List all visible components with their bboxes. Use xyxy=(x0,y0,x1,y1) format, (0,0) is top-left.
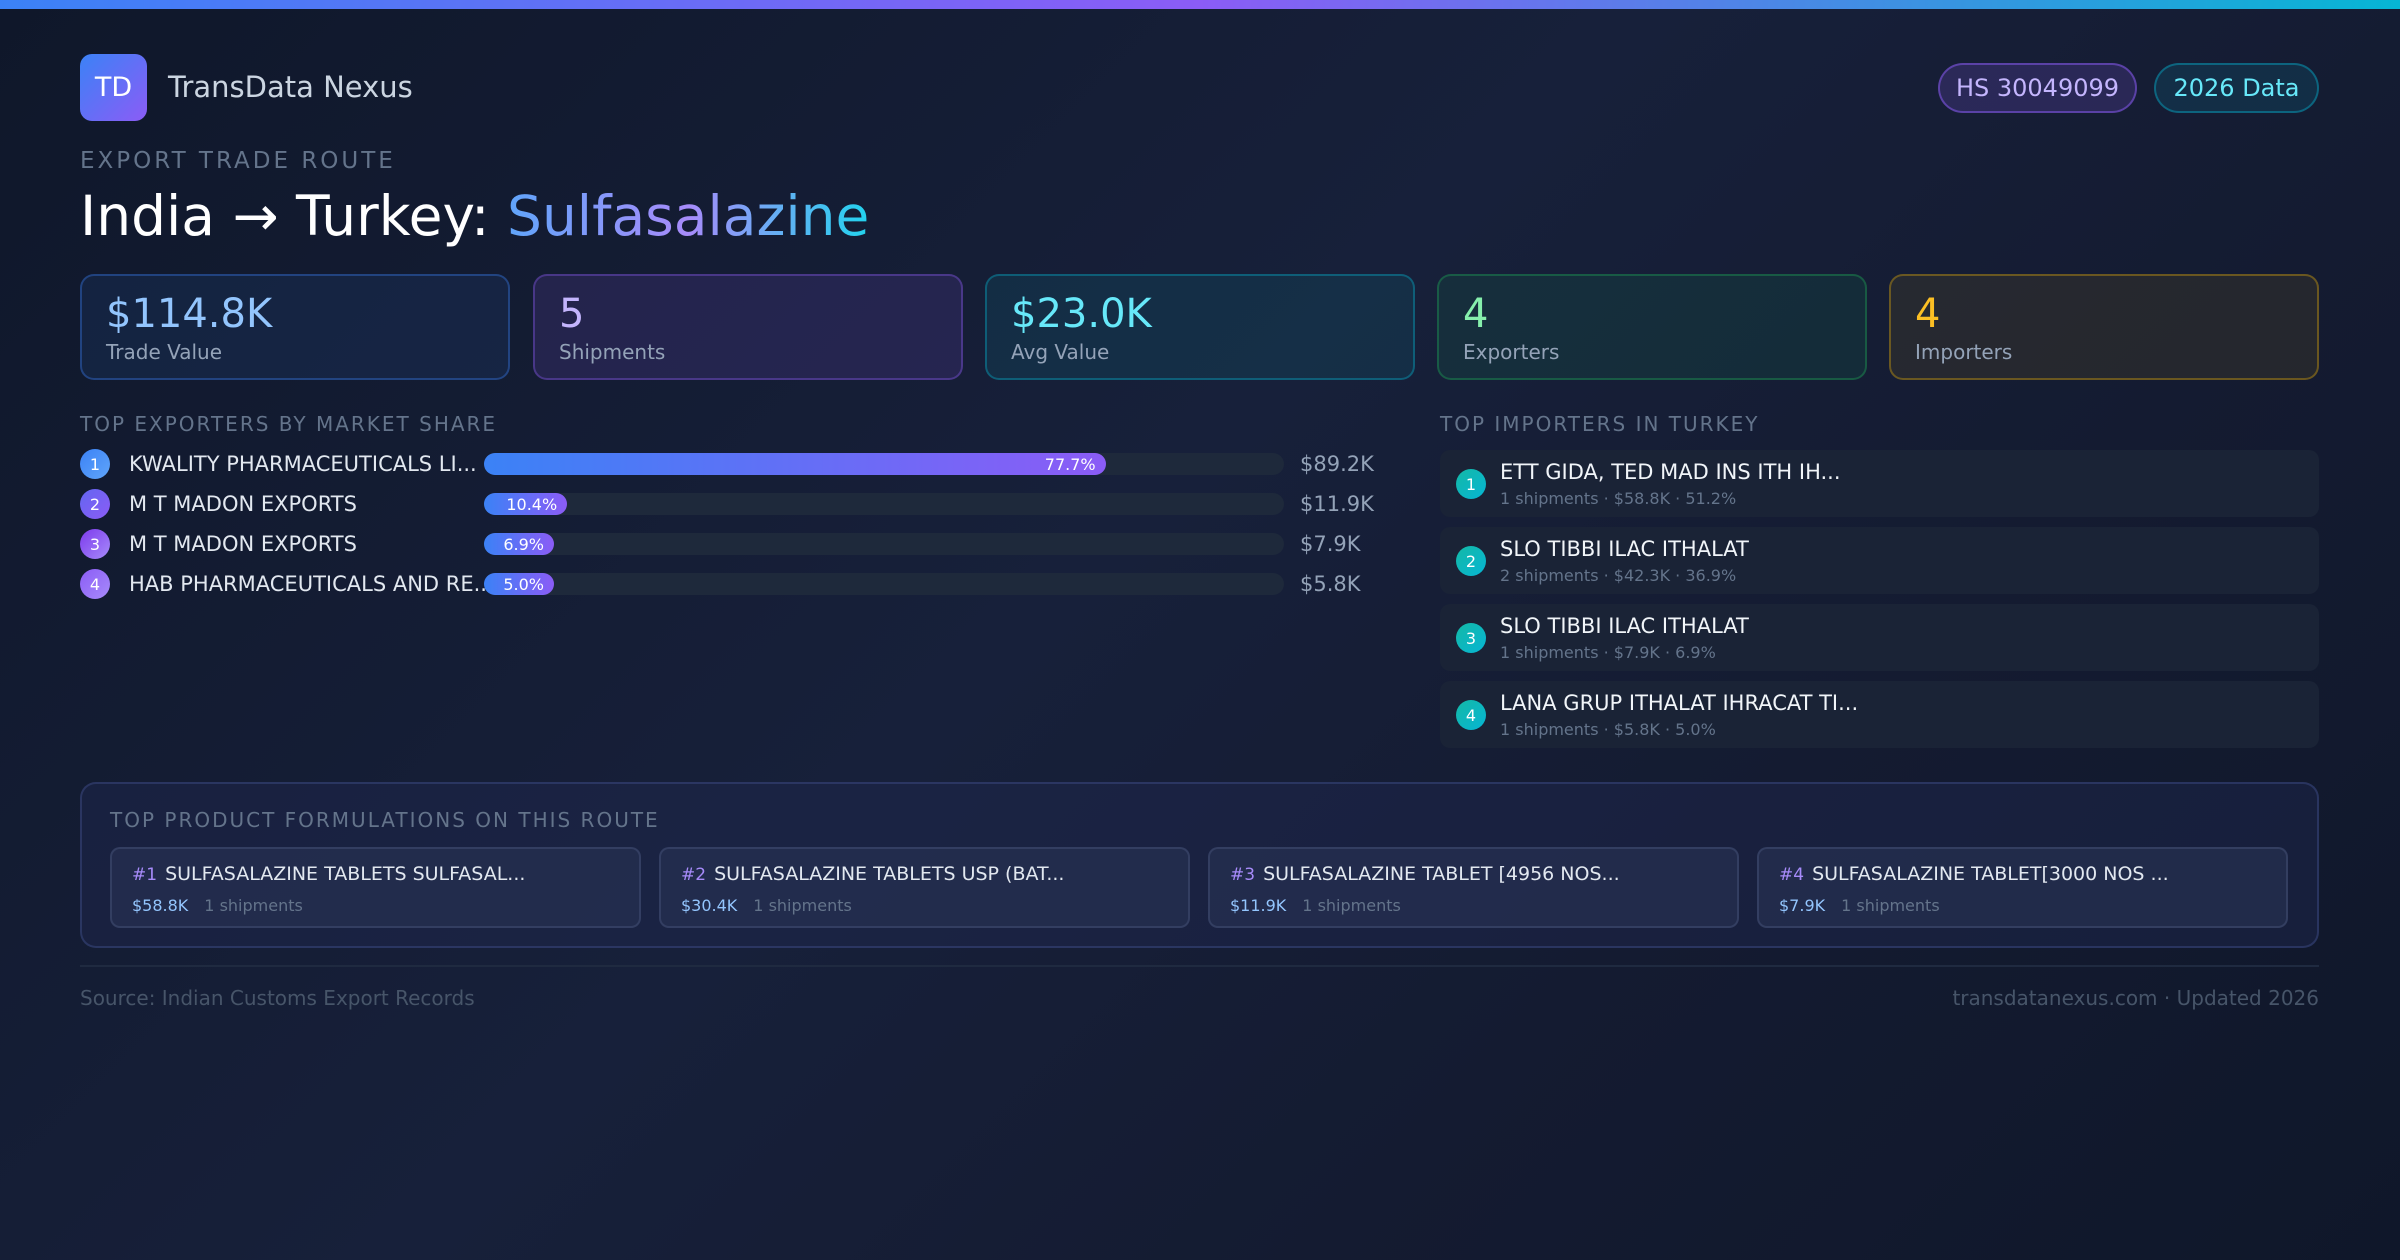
formulation-shipments: 1 shipments xyxy=(204,896,303,915)
stat-label: Importers xyxy=(1915,340,2013,364)
stat-value: 4 xyxy=(1463,291,1489,337)
formulation-rank: #3 xyxy=(1230,865,1256,885)
rank-badge: 1 xyxy=(1456,469,1486,499)
importer-name: SLO TIBBI ILAC ITHALAT xyxy=(1500,537,1749,561)
formulation-rank: #4 xyxy=(1779,865,1805,885)
share-bar-track: 6.9% xyxy=(484,533,1284,555)
data-year-badge: 2026 Data xyxy=(2154,63,2319,113)
stat-card-trade-value: $114.8K Trade Value xyxy=(80,274,510,380)
formulation-name: SULFASALAZINE TABLET [4956 NOS... xyxy=(1263,863,1620,885)
formulation-value: $7.9K xyxy=(1779,896,1826,915)
rank-badge: 3 xyxy=(1456,623,1486,653)
exporter-row[interactable]: 4 HAB PHARMACEUTICALS AND RE... 5.0% $5.… xyxy=(80,569,1370,599)
exporters-section-label: TOP EXPORTERS BY MARKET SHARE xyxy=(80,412,498,436)
rank-badge: 2 xyxy=(80,489,110,519)
logo: TD xyxy=(80,54,147,121)
exporter-value: $7.9K xyxy=(1300,532,1361,556)
title-route: India → Turkey: xyxy=(80,184,508,248)
importer-detail: 1 shipments · $5.8K · 5.0% xyxy=(1500,720,1716,739)
formulation-shipments: 1 shipments xyxy=(1302,896,1401,915)
share-bar-fill: 10.4% xyxy=(484,493,568,515)
formulation-value: $11.9K xyxy=(1230,896,1287,915)
importer-card[interactable]: 4 LANA GRUP ITHALAT IHRACAT TI... 1 ship… xyxy=(1440,681,2319,748)
accent-bar xyxy=(0,0,2400,9)
exporter-value: $5.8K xyxy=(1300,572,1361,596)
exporter-name: KWALITY PHARMACEUTICALS LI... xyxy=(129,452,477,476)
formulation-value: $58.8K xyxy=(132,896,189,915)
formulation-name: SULFASALAZINE TABLET[3000 NOS ... xyxy=(1812,863,2169,885)
brand-name: TransData Nexus xyxy=(168,70,413,104)
share-bar-fill: 5.0% xyxy=(484,573,554,595)
share-bar-fill: 6.9% xyxy=(484,533,554,555)
stat-card-exporters: 4 Exporters xyxy=(1437,274,1867,380)
rank-badge: 4 xyxy=(1456,700,1486,730)
stat-card-shipments: 5 Shipments xyxy=(533,274,963,380)
footer-source: Source: Indian Customs Export Records xyxy=(80,986,475,1010)
formulation-card[interactable]: #2 SULFASALAZINE TABLETS USP (BAT... $30.… xyxy=(659,847,1190,928)
importer-detail: 2 shipments · $42.3K · 36.9% xyxy=(1500,566,1737,585)
stat-label: Avg Value xyxy=(1011,340,1110,364)
footer-divider xyxy=(80,965,2319,967)
route-eyebrow: EXPORT TRADE ROUTE xyxy=(80,148,396,174)
exporter-row[interactable]: 1 KWALITY PHARMACEUTICALS LI... 77.7% $8… xyxy=(80,449,1374,479)
importer-detail: 1 shipments · $7.9K · 6.9% xyxy=(1500,643,1716,662)
stat-value: 5 xyxy=(559,291,585,337)
importer-card[interactable]: 2 SLO TIBBI ILAC ITHALAT 2 shipments · $… xyxy=(1440,527,2319,594)
formulation-shipments: 1 shipments xyxy=(753,896,852,915)
importer-detail: 1 shipments · $58.8K · 51.2% xyxy=(1500,489,1737,508)
exporter-row[interactable]: 2 M T MADON EXPORTS 10.4% $11.9K xyxy=(80,489,1374,519)
rank-badge: 4 xyxy=(80,569,110,599)
importer-name: LANA GRUP ITHALAT IHRACAT TI... xyxy=(1500,691,1859,715)
formulation-card[interactable]: #1 SULFASALAZINE TABLETS SULFASAL... $58.… xyxy=(110,847,641,928)
stat-label: Trade Value xyxy=(106,340,223,364)
formulation-name: SULFASALAZINE TABLETS SULFASAL... xyxy=(165,863,526,885)
exporter-value: $89.2K xyxy=(1300,452,1374,476)
formulation-name: SULFASALAZINE TABLETS USP (BAT... xyxy=(714,863,1065,885)
rank-badge: 2 xyxy=(1456,546,1486,576)
formulation-value: $30.4K xyxy=(681,896,738,915)
formulation-rank: #1 xyxy=(132,865,158,885)
formulation-card[interactable]: #4 SULFASALAZINE TABLET[3000 NOS ... $7.9… xyxy=(1757,847,2288,928)
title-product: Sulfasalazine xyxy=(507,184,870,248)
exporter-row[interactable]: 3 M T MADON EXPORTS 6.9% $7.9K xyxy=(80,529,1370,559)
importer-card[interactable]: 3 SLO TIBBI ILAC ITHALAT 1 shipments · $… xyxy=(1440,604,2319,671)
page-title: India → Turkey: Sulfasalazine xyxy=(80,184,869,248)
share-bar-track: 5.0% xyxy=(484,573,1284,595)
exporter-name: HAB PHARMACEUTICALS AND RE... xyxy=(129,572,494,596)
share-bar-track: 10.4% xyxy=(484,493,1284,515)
hs-code-badge: HS 30049099 xyxy=(1938,63,2137,113)
importer-name: ETT GIDA, TED MAD INS ITH IH... xyxy=(1500,460,1841,484)
rank-badge: 3 xyxy=(80,529,110,559)
stat-card-avg-value: $23.0K Avg Value xyxy=(985,274,1415,380)
stat-card-importers: 4 Importers xyxy=(1889,274,2319,380)
exporter-value: $11.9K xyxy=(1300,492,1374,516)
formulation-rank: #2 xyxy=(681,865,707,885)
exporter-name: M T MADON EXPORTS xyxy=(129,532,357,556)
formulations-panel: TOP PRODUCT FORMULATIONS ON THIS ROUTE #… xyxy=(80,782,2319,948)
importers-section-label: TOP IMPORTERS IN TURKEY xyxy=(1440,412,1760,436)
share-bar-fill: 77.7% xyxy=(484,453,1106,475)
stat-value: $114.8K xyxy=(106,291,273,337)
importer-name: SLO TIBBI ILAC ITHALAT xyxy=(1500,614,1749,638)
stat-value: $23.0K xyxy=(1011,291,1152,337)
share-bar-track: 77.7% xyxy=(484,453,1284,475)
formulation-card[interactable]: #3 SULFASALAZINE TABLET [4956 NOS... $11.… xyxy=(1208,847,1739,928)
rank-badge: 1 xyxy=(80,449,110,479)
importer-card[interactable]: 1 ETT GIDA, TED MAD INS ITH IH... 1 ship… xyxy=(1440,450,2319,517)
formulation-shipments: 1 shipments xyxy=(1841,896,1940,915)
stat-label: Exporters xyxy=(1463,340,1560,364)
stat-value: 4 xyxy=(1915,291,1941,337)
footer-site: transdatanexus.com · Updated 2026 xyxy=(1952,986,2319,1010)
stat-label: Shipments xyxy=(559,340,666,364)
exporter-name: M T MADON EXPORTS xyxy=(129,492,357,516)
formulations-section-label: TOP PRODUCT FORMULATIONS ON THIS ROUTE xyxy=(110,808,660,832)
